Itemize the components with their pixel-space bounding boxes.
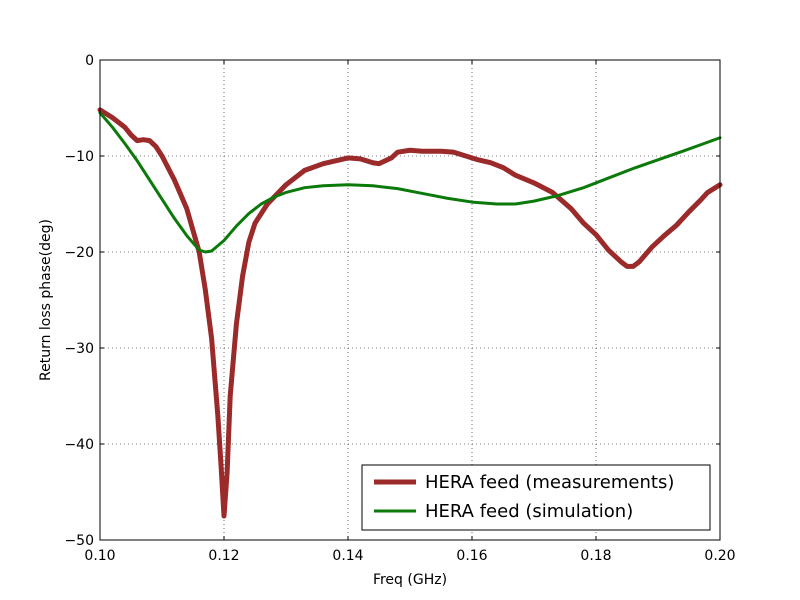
legend-label-simulation: HERA feed (simulation) [425,501,633,522]
axis-ticks: 0.10 0.12 0.14 0.16 0.18 0.20 0 −10 −20 −30 −40 −50 [64,53,735,564]
x-tick-label: 0.20 [704,548,735,564]
y-tick-label: −50 [64,533,94,549]
y-axis-label: Return loss phase(deg) [38,219,54,381]
legend: HERA feed (measurements) HERA feed (simu… [361,464,711,531]
series-lines [97,107,723,519]
x-axis-label: Freq (GHz) [373,572,447,588]
x-tick-label: 0.10 [84,548,115,564]
plot-frame [99,59,721,541]
legend-box [361,464,711,531]
y-tick-label: 0 [85,53,94,69]
y-tick-label: −40 [64,437,94,453]
x-tick-label: 0.14 [332,548,363,564]
grid-lines [100,60,720,540]
legend-label-measurements: HERA feed (measurements) [425,472,674,493]
plot-area [100,60,720,540]
x-tick-label: 0.18 [580,548,611,564]
y-tick-label: −30 [64,341,94,357]
y-tick-label: −20 [64,245,94,261]
series-line-measurements [97,107,723,519]
x-tick-label: 0.12 [208,548,239,564]
series-line-simulation [98,111,722,254]
y-tick-label: −10 [64,149,94,165]
x-tick-label: 0.16 [456,548,487,564]
